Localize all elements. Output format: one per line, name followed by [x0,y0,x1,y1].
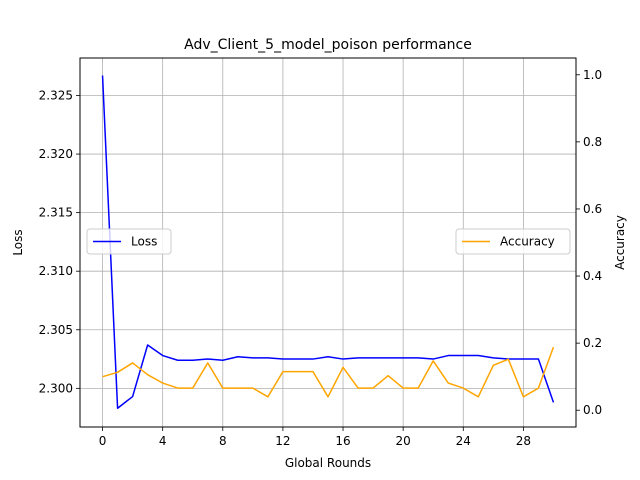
y-right-tick-label: 0.6 [583,202,602,216]
x-tick-label: 12 [275,434,290,448]
y-left-tick-label: 2.305 [39,323,73,337]
legend-label: Accuracy [500,235,555,249]
y-left-tick-label: 2.320 [39,147,73,161]
legend-accuracy: Accuracy [455,228,571,255]
x-tick-label: 28 [516,434,531,448]
legends: Loss Accuracy [86,228,571,255]
legend-loss: Loss [86,228,172,255]
x-tick-label: 16 [335,434,350,448]
y-left-tick-label: 2.325 [39,88,73,102]
y-right-tick-label: 0.8 [583,135,602,149]
y-axis-right-title: Accuracy [613,215,627,270]
y-axis-left-title: Loss [11,229,25,255]
y-left-tick-label: 2.315 [39,206,73,220]
y-right-tick-label: 0.2 [583,336,602,350]
y-left-tick-label: 2.300 [39,381,73,395]
x-tick-label: 8 [219,434,227,448]
series-line-accuracy [102,346,555,398]
x-tick-label: 24 [456,434,471,448]
y-left-tick-label: 2.310 [39,264,73,278]
plot-frame [79,57,577,428]
ticks: 0 4 8 12 16 20 24 28 2.300 2.305 2.310 2.315 2.320 2.… [39,68,602,448]
legend-box [86,228,172,255]
grid [80,58,576,427]
y-right-tick-label: 0.4 [583,269,602,283]
x-tick-label: 20 [396,434,411,448]
y-right-tick-label: 0.0 [583,403,602,417]
legend-box [455,228,571,255]
y-right-tick-label: 1.0 [583,68,602,82]
chart-title: Adv_Client_5_model_poison performance [184,37,472,53]
x-axis-title: Global Rounds [285,456,371,470]
series-line-loss [101,75,555,410]
legend-label: Loss [131,235,157,249]
x-tick-label: 4 [159,434,167,448]
x-tick-label: 0 [99,434,107,448]
series-layer [101,75,555,410]
